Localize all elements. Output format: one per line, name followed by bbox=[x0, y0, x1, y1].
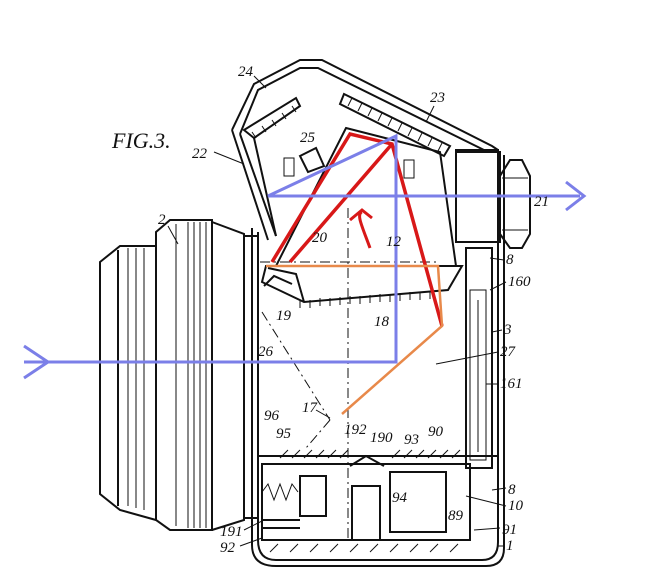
label-1: 1 bbox=[506, 538, 514, 554]
figure-title: FIG.3. bbox=[111, 128, 171, 153]
label-90: 90 bbox=[428, 424, 444, 440]
label-91: 91 bbox=[502, 522, 517, 538]
reference-labels: 24 23 25 22 2 20 12 21 8 160 3 19 18 26 … bbox=[158, 64, 549, 556]
orange-light-path bbox=[266, 264, 444, 415]
label-19: 19 bbox=[276, 308, 292, 324]
label-3: 3 bbox=[503, 322, 512, 338]
optical-axis-rays bbox=[23, 133, 587, 380]
label-18: 18 bbox=[374, 314, 390, 330]
label-192: 192 bbox=[344, 422, 367, 438]
label-190: 190 bbox=[370, 430, 393, 446]
label-25: 25 bbox=[300, 130, 316, 146]
label-94: 94 bbox=[392, 490, 408, 506]
label-191: 191 bbox=[220, 524, 243, 540]
label-96: 96 bbox=[264, 408, 280, 424]
arrowhead-icon bbox=[565, 180, 587, 212]
label-12: 12 bbox=[386, 234, 402, 250]
label-27: 27 bbox=[500, 344, 517, 360]
arrowhead-icon bbox=[23, 344, 51, 380]
label-161: 161 bbox=[500, 376, 523, 392]
camera-body bbox=[231, 59, 531, 567]
label-23: 23 bbox=[430, 90, 445, 106]
lens-assembly bbox=[99, 219, 258, 531]
label-8-lower: 8 bbox=[508, 482, 516, 498]
label-21: 21 bbox=[534, 194, 549, 210]
label-92: 92 bbox=[220, 540, 236, 556]
label-20: 20 bbox=[312, 230, 328, 246]
curved-arrow-icon bbox=[349, 208, 373, 249]
label-2: 2 bbox=[158, 212, 166, 228]
label-22: 22 bbox=[192, 146, 208, 162]
label-10: 10 bbox=[508, 498, 524, 514]
label-24: 24 bbox=[238, 64, 254, 80]
label-17: 17 bbox=[302, 400, 319, 416]
label-160: 160 bbox=[508, 274, 531, 290]
red-light-path bbox=[270, 132, 444, 327]
label-26: 26 bbox=[258, 344, 274, 360]
label-89: 89 bbox=[448, 508, 464, 524]
label-8-upper: 8 bbox=[506, 252, 514, 268]
label-95: 95 bbox=[276, 426, 292, 442]
label-93: 93 bbox=[404, 432, 419, 448]
